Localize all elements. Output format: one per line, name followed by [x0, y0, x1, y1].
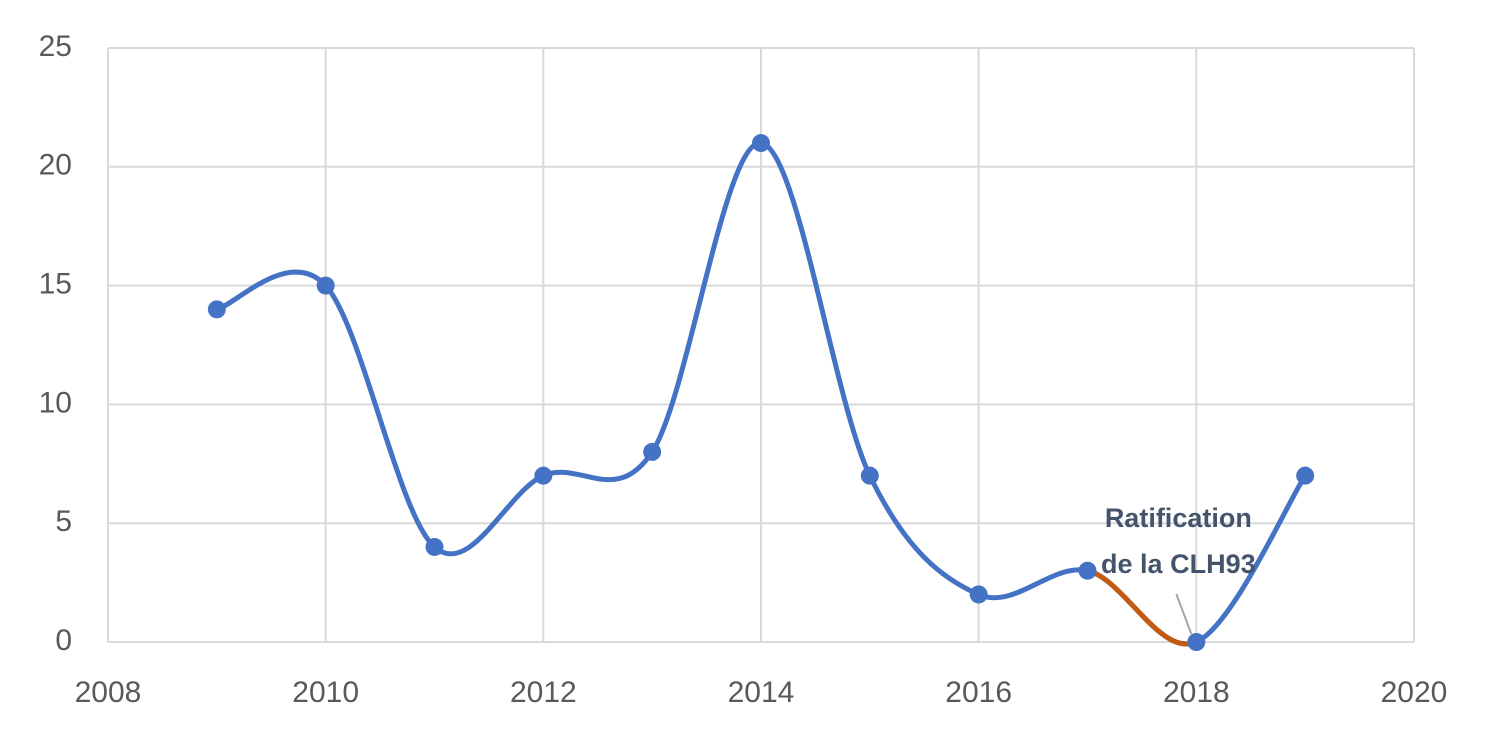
x-tick-label: 2010 [292, 676, 359, 709]
x-tick-label: 2018 [1163, 676, 1230, 709]
marker [1187, 633, 1206, 651]
marker [534, 466, 553, 485]
y-tick-label: 20 [39, 149, 72, 182]
marker [1078, 561, 1097, 580]
marker [425, 537, 444, 556]
y-tick-label: 15 [39, 268, 72, 301]
highlight-segment [1086, 568, 1198, 647]
marker [643, 442, 662, 461]
x-tick-label: 2008 [75, 676, 142, 709]
y-tick-label: 25 [39, 30, 72, 63]
marker [752, 134, 770, 153]
x-tick-label: 2020 [1381, 676, 1448, 709]
x-tick-label: 2016 [945, 676, 1012, 709]
y-tick-label: 0 [55, 624, 72, 657]
marker [860, 466, 879, 485]
y-tick-label: 5 [55, 505, 72, 538]
annotation: Ratification [1105, 503, 1252, 533]
annotation: de la CLH93 [1101, 549, 1256, 579]
marker [207, 300, 226, 319]
annotation-leader [1175, 593, 1193, 635]
marker [969, 585, 988, 604]
y-tick-label: 10 [39, 386, 72, 419]
marker [1296, 466, 1315, 485]
x-tick-label: 2012 [510, 676, 577, 709]
x-tick-label: 2014 [728, 676, 795, 709]
marker [316, 276, 335, 295]
